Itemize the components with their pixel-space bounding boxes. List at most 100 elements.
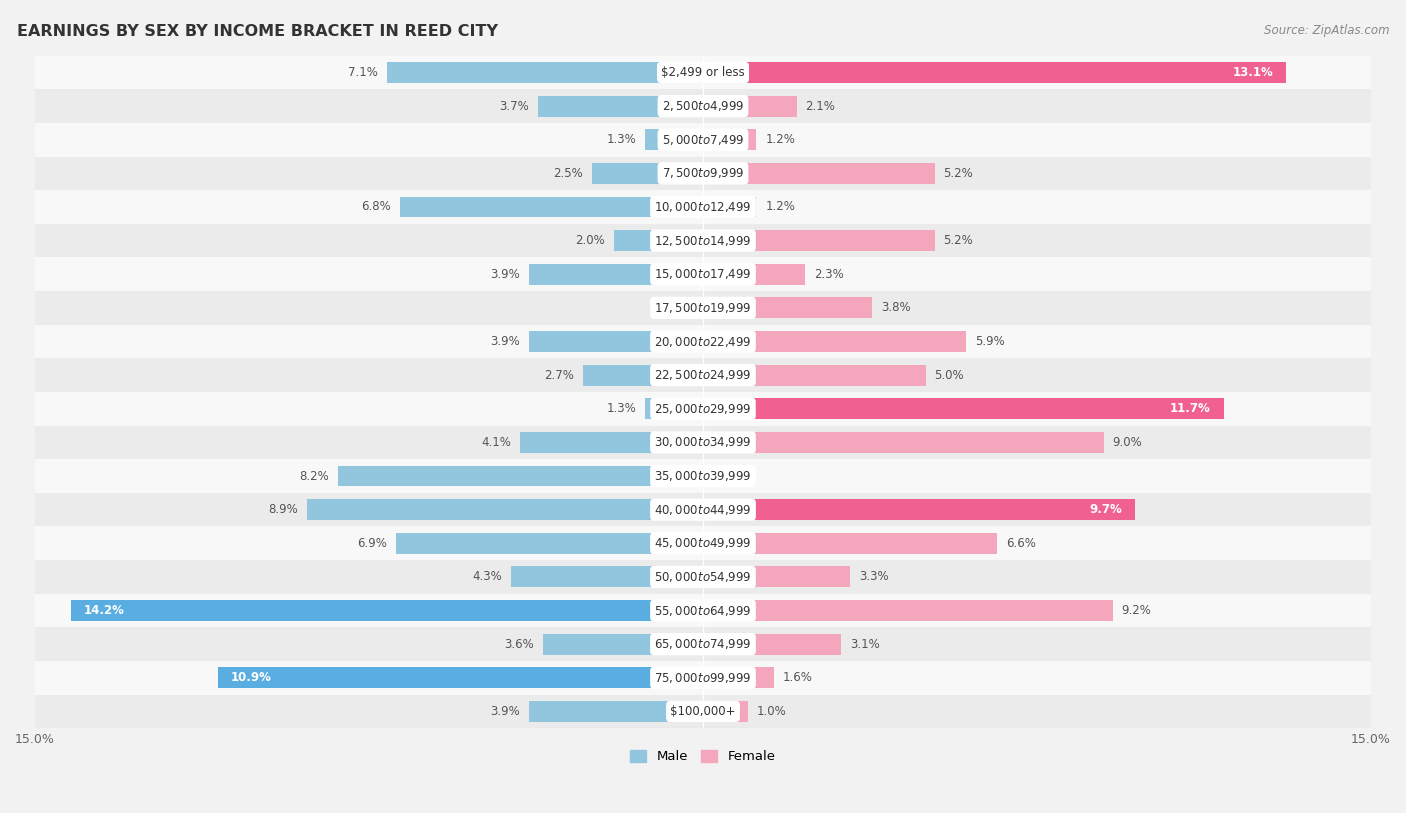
Bar [35, 661, 1371, 694]
Text: $17,500 to $19,999: $17,500 to $19,999 [654, 301, 752, 315]
Bar [35, 291, 1371, 324]
Text: 5.2%: 5.2% [943, 167, 973, 180]
Text: 8.2%: 8.2% [299, 470, 329, 483]
Bar [35, 258, 1371, 291]
Bar [70, 600, 703, 621]
Text: 9.7%: 9.7% [1088, 503, 1122, 516]
Bar [35, 560, 1371, 593]
Bar [387, 62, 703, 83]
Text: $30,000 to $34,999: $30,000 to $34,999 [654, 436, 752, 450]
Text: 3.9%: 3.9% [491, 267, 520, 280]
Bar [401, 197, 703, 217]
Bar [645, 129, 703, 150]
Bar [703, 701, 748, 722]
Bar [592, 163, 703, 184]
Bar [35, 224, 1371, 258]
Text: 6.9%: 6.9% [357, 537, 387, 550]
Text: 2.5%: 2.5% [553, 167, 582, 180]
Text: 3.8%: 3.8% [882, 302, 911, 315]
Bar [703, 499, 1135, 520]
Bar [35, 157, 1371, 190]
Bar [703, 163, 935, 184]
Bar [218, 667, 703, 689]
Text: 5.9%: 5.9% [974, 335, 1004, 348]
Legend: Male, Female: Male, Female [626, 745, 780, 769]
Text: 4.1%: 4.1% [482, 436, 512, 449]
Bar [35, 459, 1371, 493]
Text: 1.3%: 1.3% [606, 133, 636, 146]
Text: $50,000 to $54,999: $50,000 to $54,999 [654, 570, 752, 584]
Bar [582, 365, 703, 385]
Text: $40,000 to $44,999: $40,000 to $44,999 [654, 502, 752, 516]
Bar [703, 398, 1225, 420]
Text: 7.1%: 7.1% [349, 66, 378, 79]
Text: 1.2%: 1.2% [765, 201, 796, 214]
Text: $10,000 to $12,499: $10,000 to $12,499 [654, 200, 752, 214]
Text: 3.7%: 3.7% [499, 100, 529, 112]
Bar [307, 499, 703, 520]
Text: 0.0%: 0.0% [711, 470, 741, 483]
Bar [703, 62, 1286, 83]
Bar [35, 694, 1371, 728]
Bar [529, 701, 703, 722]
Bar [703, 365, 925, 385]
Bar [520, 432, 703, 453]
Text: 10.9%: 10.9% [231, 672, 271, 685]
Bar [35, 593, 1371, 628]
Text: 8.9%: 8.9% [269, 503, 298, 516]
Bar [35, 493, 1371, 527]
Text: $35,000 to $39,999: $35,000 to $39,999 [654, 469, 752, 483]
Bar [543, 634, 703, 654]
Text: 6.8%: 6.8% [361, 201, 391, 214]
Text: $15,000 to $17,499: $15,000 to $17,499 [654, 267, 752, 281]
Text: 0.0%: 0.0% [665, 302, 695, 315]
Text: $75,000 to $99,999: $75,000 to $99,999 [654, 671, 752, 685]
Bar [703, 331, 966, 352]
Bar [512, 567, 703, 587]
Bar [614, 230, 703, 251]
Text: $2,500 to $4,999: $2,500 to $4,999 [662, 99, 744, 113]
Text: 3.6%: 3.6% [503, 637, 534, 650]
Bar [35, 324, 1371, 359]
Text: $12,500 to $14,999: $12,500 to $14,999 [654, 233, 752, 248]
Text: $2,499 or less: $2,499 or less [661, 66, 745, 79]
Bar [703, 432, 1104, 453]
Bar [703, 230, 935, 251]
Text: 3.1%: 3.1% [851, 637, 880, 650]
Bar [703, 96, 797, 116]
Text: 4.3%: 4.3% [472, 571, 502, 584]
Text: EARNINGS BY SEX BY INCOME BRACKET IN REED CITY: EARNINGS BY SEX BY INCOME BRACKET IN REE… [17, 24, 498, 39]
Text: 3.9%: 3.9% [491, 335, 520, 348]
Text: 2.7%: 2.7% [544, 368, 574, 381]
Bar [703, 567, 851, 587]
Text: 3.3%: 3.3% [859, 571, 889, 584]
Bar [703, 129, 756, 150]
Bar [35, 123, 1371, 157]
Text: 1.2%: 1.2% [765, 133, 796, 146]
Text: 3.9%: 3.9% [491, 705, 520, 718]
Text: $20,000 to $22,499: $20,000 to $22,499 [654, 334, 752, 349]
Bar [35, 190, 1371, 224]
Text: 9.0%: 9.0% [1112, 436, 1143, 449]
Text: 9.2%: 9.2% [1122, 604, 1152, 617]
Bar [703, 600, 1112, 621]
Text: Source: ZipAtlas.com: Source: ZipAtlas.com [1264, 24, 1389, 37]
Text: 2.1%: 2.1% [806, 100, 835, 112]
Bar [703, 533, 997, 554]
Bar [35, 55, 1371, 89]
Bar [337, 466, 703, 486]
Text: 1.0%: 1.0% [756, 705, 786, 718]
Text: 2.0%: 2.0% [575, 234, 605, 247]
Bar [35, 89, 1371, 123]
Text: 5.0%: 5.0% [935, 368, 965, 381]
Bar [703, 667, 775, 689]
Text: 1.6%: 1.6% [783, 672, 813, 685]
Bar [529, 331, 703, 352]
Text: $100,000+: $100,000+ [671, 705, 735, 718]
Text: $7,500 to $9,999: $7,500 to $9,999 [662, 167, 744, 180]
Text: $45,000 to $49,999: $45,000 to $49,999 [654, 537, 752, 550]
Text: 5.2%: 5.2% [943, 234, 973, 247]
Text: 6.6%: 6.6% [1005, 537, 1036, 550]
Bar [529, 264, 703, 285]
Bar [703, 298, 872, 319]
